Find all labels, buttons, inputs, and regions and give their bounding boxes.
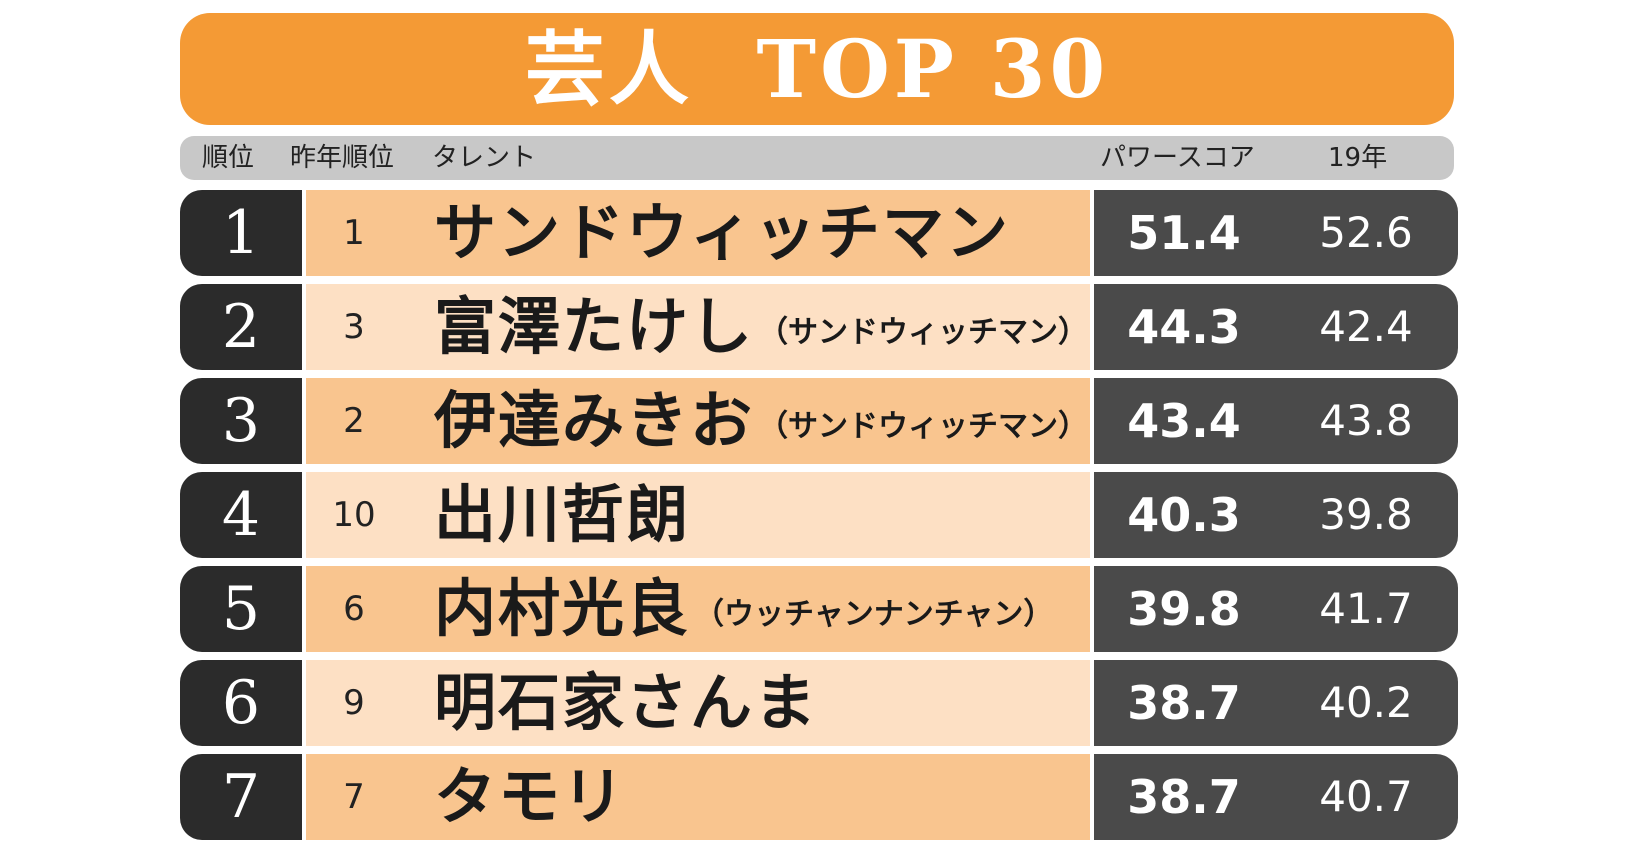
talent-name: 明石家さんま	[434, 666, 819, 739]
talent-name: タモリ	[434, 760, 627, 833]
rank-cell: 6	[180, 660, 302, 746]
talent-cell: 6 内村光良 （ウッチャンナンチャン）	[306, 566, 1090, 652]
rank-cell: 5	[180, 566, 302, 652]
talent-cell: 7 タモリ	[306, 754, 1090, 840]
prev-rank-cell: 2	[343, 401, 365, 441]
talent-group: （ウッチャンナンチャン）	[694, 597, 1054, 632]
talent-name: 富澤たけし	[434, 290, 755, 363]
score-cell: 40.3 39.8	[1094, 472, 1458, 558]
talent-cell: 2 伊達みきお （サンドウィッチマン）	[306, 378, 1090, 464]
talent-cell: 1 サンドウィッチマン	[306, 190, 1090, 276]
score-cell: 38.7 40.2	[1094, 660, 1458, 746]
talent-label: サンドウィッチマン	[434, 190, 1014, 276]
power-score: 44.3	[1127, 300, 1241, 354]
prev-rank-cell: 6	[343, 589, 365, 629]
talent-name: 内村光良	[434, 572, 691, 645]
talent-cell: 3 富澤たけし （サンドウィッチマン）	[306, 284, 1090, 370]
table-row: 2 3 富澤たけし （サンドウィッチマン） 44.3 42.4	[180, 284, 1458, 370]
prev-rank-cell: 7	[343, 777, 365, 817]
prev-year-score: 39.8	[1319, 490, 1413, 539]
table-header: 順位 昨年順位 タレント パワースコア 19年	[180, 136, 1454, 180]
prev-rank-cell: 10	[332, 495, 376, 535]
talent-name: サンドウィッチマン	[434, 196, 1011, 269]
power-score: 43.4	[1127, 394, 1241, 448]
rank-cell: 1	[180, 190, 302, 276]
talent-label: 伊達みきお （サンドウィッチマン）	[434, 378, 1088, 464]
rank-cell: 2	[180, 284, 302, 370]
score-cell: 43.4 43.8	[1094, 378, 1458, 464]
talent-label: タモリ	[434, 754, 630, 840]
table-row: 5 6 内村光良 （ウッチャンナンチャン） 39.8 41.7	[180, 566, 1458, 652]
power-score: 38.7	[1127, 676, 1241, 730]
header-power-score: パワースコア	[1100, 143, 1255, 173]
title-banner: 芸人 TOP 30	[180, 13, 1454, 125]
power-score: 51.4	[1127, 206, 1241, 260]
talent-cell: 10 出川哲朗	[306, 472, 1090, 558]
talent-label: 富澤たけし （サンドウィッチマン）	[434, 284, 1088, 370]
talent-label: 明石家さんま	[434, 660, 822, 746]
header-rank: 順位	[202, 143, 255, 173]
rank-cell: 4	[180, 472, 302, 558]
prev-year-score: 52.6	[1319, 208, 1413, 257]
talent-group: （サンドウィッチマン）	[758, 409, 1089, 444]
talent-label: 内村光良 （ウッチャンナンチャン）	[434, 566, 1053, 652]
table-row: 1 1 サンドウィッチマン 51.4 52.6	[180, 190, 1458, 276]
talent-group: （サンドウィッチマン）	[758, 315, 1089, 350]
prev-year-score: 42.4	[1319, 302, 1413, 351]
score-cell: 44.3 42.4	[1094, 284, 1458, 370]
power-score: 40.3	[1127, 488, 1241, 542]
ranking-table: 1 1 サンドウィッチマン 51.4 52.6 2 3 富澤たけし （サンドウィッチマン） 44.…	[180, 190, 1458, 848]
talent-name: 出川哲朗	[434, 478, 691, 551]
header-talent: タレント	[432, 143, 537, 173]
rank-cell: 7	[180, 754, 302, 840]
table-row: 7 7 タモリ 38.7 40.7	[180, 754, 1458, 840]
header-prev-year: 19年	[1328, 143, 1388, 173]
page-title: 芸人 TOP 30	[524, 22, 1110, 116]
rank-cell: 3	[180, 378, 302, 464]
prev-rank-cell: 9	[343, 683, 365, 723]
prev-rank-cell: 1	[343, 213, 365, 253]
prev-year-score: 40.7	[1319, 772, 1413, 821]
prev-rank-cell: 3	[343, 307, 365, 347]
table-row: 6 9 明石家さんま 38.7 40.2	[180, 660, 1458, 746]
score-cell: 38.7 40.7	[1094, 754, 1458, 840]
talent-name: 伊達みきお	[434, 384, 755, 457]
table-row: 4 10 出川哲朗 40.3 39.8	[180, 472, 1458, 558]
prev-year-score: 41.7	[1319, 584, 1413, 633]
score-cell: 51.4 52.6	[1094, 190, 1458, 276]
prev-year-score: 40.2	[1319, 678, 1413, 727]
header-prev-rank: 昨年順位	[290, 143, 395, 173]
table-row: 3 2 伊達みきお （サンドウィッチマン） 43.4 43.8	[180, 378, 1458, 464]
talent-cell: 9 明石家さんま	[306, 660, 1090, 746]
score-cell: 39.8 41.7	[1094, 566, 1458, 652]
power-score: 39.8	[1127, 582, 1241, 636]
prev-year-score: 43.8	[1319, 396, 1413, 445]
talent-label: 出川哲朗	[434, 472, 694, 558]
power-score: 38.7	[1127, 770, 1241, 824]
